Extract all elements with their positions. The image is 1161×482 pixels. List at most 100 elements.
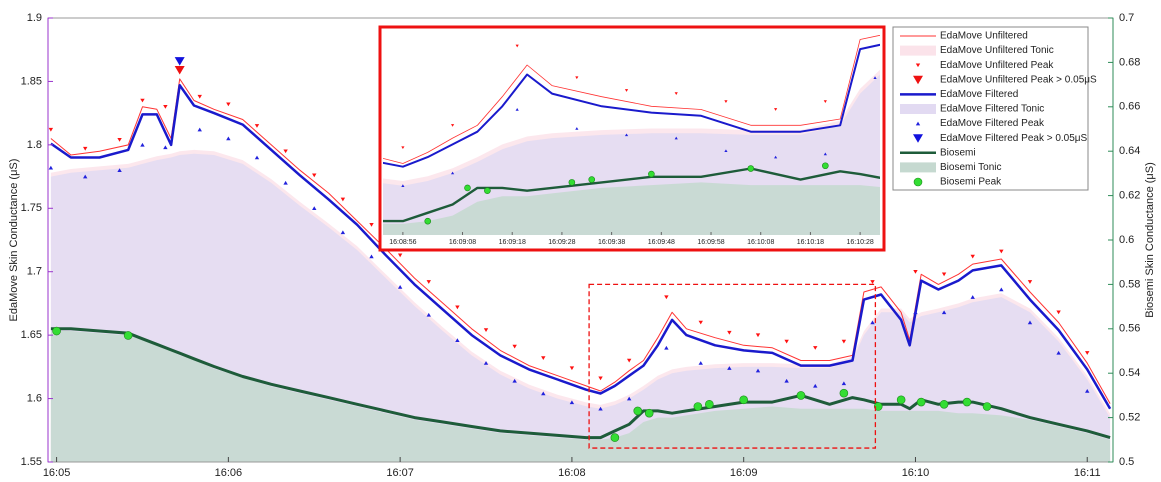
legend-label: EdaMove Filtered Peak [940, 118, 1045, 129]
legend-swatch [900, 162, 936, 173]
peak-marker [1085, 351, 1090, 355]
peak-marker [575, 127, 579, 130]
peak-marker [784, 378, 789, 383]
inset-x-tick-label: 16:09:18 [499, 239, 526, 246]
peak-marker [913, 310, 918, 315]
peak-marker [397, 253, 403, 258]
peak-marker [588, 176, 596, 183]
peak-marker [626, 358, 632, 363]
inset-axes: 16:08:56 16:09:08 16:09:18 16:09:28 16:09:38… [378, 25, 886, 252]
y-tick-label: 1.55 [21, 456, 42, 468]
peak-marker [575, 76, 579, 80]
legend-label: Biosemi Tonic [940, 162, 1002, 173]
peak-marker [512, 378, 517, 383]
legend-label: EdaMove Unfiltered Peak [940, 60, 1054, 71]
peak-marker [624, 133, 629, 137]
inset-frame [378, 25, 886, 252]
legend-swatch [900, 45, 936, 56]
legend-label: Biosemi Peak [940, 177, 1002, 188]
peak-marker [450, 171, 455, 175]
peak-marker [48, 127, 54, 132]
peak-marker [455, 305, 460, 310]
legend-label: EdaMove Unfiltered Tonic [940, 45, 1054, 56]
y-tick-label: 1.8 [27, 139, 42, 151]
peak-marker [1056, 310, 1061, 315]
peak-marker [916, 397, 926, 407]
peak-marker [813, 346, 818, 350]
y2-tick-label: 0.56 [1119, 323, 1140, 335]
y-tick-label: 1.65 [21, 329, 42, 341]
peak-marker [163, 105, 168, 109]
peak-marker [163, 145, 168, 150]
x-tick-label: 16:08 [558, 467, 586, 479]
y2-tick-label: 0.66 [1119, 101, 1140, 113]
axes: 1.55 1.6 1.65 1.7 1.75 1.8 1.85 1.9 0.5 0.52 0.54 0… [21, 12, 1141, 479]
peak-marker [569, 400, 575, 405]
y2-tick-label: 0.54 [1119, 367, 1140, 379]
peak-marker [724, 149, 728, 153]
peak-marker [483, 328, 489, 333]
legend-swatch [913, 134, 923, 143]
peak-marker [644, 408, 654, 418]
peak-marker [515, 108, 519, 111]
peak-marker [397, 284, 403, 289]
series-line [383, 34, 880, 164]
peak-marker [401, 184, 405, 188]
peak-marker [1056, 350, 1061, 355]
peak-marker [226, 136, 231, 141]
peak-marker [254, 124, 260, 128]
peak-marker [401, 146, 405, 150]
peak-marker [755, 333, 761, 338]
series-area [383, 182, 880, 235]
inset-plot-area [383, 34, 880, 235]
y-axis-label: EdaMove Skin Conductance (μS) [8, 159, 20, 322]
peak-marker [568, 179, 576, 186]
peak-marker [839, 388, 849, 398]
peak-marker [970, 295, 975, 299]
y-tick-label: 1.9 [27, 12, 42, 24]
peak-marker [698, 361, 703, 365]
peak-marker [982, 402, 992, 411]
y-tick-label: 1.7 [27, 266, 42, 278]
peak-marker [962, 397, 972, 407]
peak-marker [674, 136, 678, 140]
peak-marker [610, 433, 620, 442]
peak-marker [226, 102, 231, 107]
peak-marker [197, 127, 202, 132]
peak-marker [312, 206, 317, 211]
inset-x-tick-label: 16:10:28 [846, 239, 873, 246]
peak-marker [624, 89, 629, 92]
x-tick-label: 16:05 [43, 467, 71, 479]
peak-marker [483, 361, 489, 365]
peak-marker [455, 338, 460, 342]
series-line [50, 78, 1111, 404]
legend: EdaMove Unfiltered EdaMove Unfiltered Ton… [892, 26, 1097, 191]
inset-x-tick-label: 16:09:38 [598, 239, 625, 246]
inset-x-tick-label: 16:09:48 [648, 239, 675, 246]
peak-marker [939, 399, 949, 409]
legend-swatch [913, 75, 923, 85]
x-tick-label: 16:09 [730, 467, 758, 479]
peak-marker [52, 326, 61, 336]
x-tick-label: 16:07 [386, 467, 414, 479]
peak-marker [941, 272, 947, 277]
peak-marker [48, 165, 54, 170]
peak-marker [569, 366, 575, 371]
inset-x-tick-label: 16:10:18 [797, 239, 824, 246]
inset-x-tick-label: 16:08:56 [389, 239, 416, 246]
peak-marker [823, 100, 827, 103]
peak-marker [999, 287, 1004, 292]
peak-marker [813, 383, 818, 388]
peak-marker [197, 94, 202, 99]
peak-marker [626, 396, 632, 401]
legend-label: EdaMove Filtered Tonic [940, 104, 1044, 115]
peak-marker [515, 44, 519, 48]
legend-label: EdaMove Unfiltered Peak > 0.05μS [940, 74, 1097, 85]
peak-marker [140, 142, 145, 147]
series-line [383, 167, 880, 223]
peak-marker [698, 320, 703, 325]
peak-marker [283, 180, 288, 185]
legend-label: EdaMove Filtered Peak > 0.05μS [940, 133, 1088, 144]
peak-marker [254, 155, 260, 160]
